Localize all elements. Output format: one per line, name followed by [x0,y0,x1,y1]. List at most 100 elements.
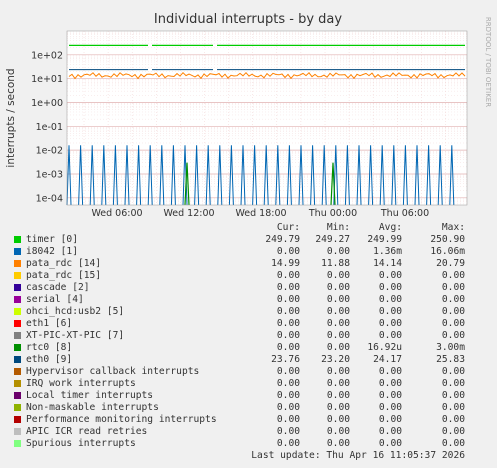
x-tick-labels: Wed 06:00 Wed 12:00 Wed 18:00 Thu 00:00 Thu … [91,208,429,219]
legend-value-min: 0.00 [326,282,350,293]
x-tick-label: Thu 00:00 [308,208,357,219]
x-tick-label: Wed 06:00 [91,208,142,219]
legend-value-avg: 0.00 [378,270,402,281]
series-spike-i8042 [205,145,211,206]
series-spike-i8042 [136,145,142,206]
legend-value-min: 249.27 [315,234,350,245]
series-spike-i8042 [170,145,176,206]
legend-swatch [14,332,21,339]
legend-value-cur: 0.00 [276,330,300,341]
legend-series-name: cascade [2] [26,282,90,293]
series-spike-i8042 [78,145,84,206]
series-line-pata-rdc-14 [68,71,466,80]
legend-row: i8042 [1] 0.00 0.00 1.36m 16.06m [14,246,494,258]
legend-value-avg: 0.00 [378,438,402,449]
legend-swatch [14,356,21,363]
legend-value-cur: 0.00 [276,294,300,305]
series-spike-i8042 [402,145,408,206]
legend-value-cur: 0.00 [276,390,300,401]
legend-value-max: 0.00 [441,390,465,401]
series-spike-rtc0 [184,162,190,206]
legend-row: Performance monitoring interrupts 0.00 0.0… [14,414,494,426]
legend-row: IRQ work interrupts 0.00 0.00 0.00 0.00 [14,378,494,390]
series-spike-i8042 [286,145,292,206]
x-tick-label: Thu 06:00 [380,208,429,219]
legend-value-avg: 0.00 [378,426,402,437]
legend-value-min: 0.00 [326,342,350,353]
legend-swatch [14,272,21,279]
col-header-min: Min: [326,222,350,233]
legend-rows: timer [0] 249.79 249.27 249.99 250.90 i8042 [… [14,234,494,450]
legend-value-cur: 0.00 [276,246,300,257]
legend-swatch [14,440,21,447]
side-label: RRDTOOL / TOBI OETIKER [484,17,492,107]
legend-series-name: Local timer interrupts [26,390,154,401]
series-spike-i8042 [194,145,200,206]
legend-value-avg: 1.36m [373,246,402,257]
legend-swatch [14,284,21,291]
last-update: Last update: Thu Apr 16 11:05:37 2026 [251,450,465,461]
series-spike-i8042 [437,145,443,206]
legend-series-name: timer [0] [26,234,78,245]
legend-value-max: 0.00 [441,318,465,329]
series-spike-i8042 [298,145,304,206]
series-spike-i8042 [217,145,223,206]
legend-value-cur: 0.00 [276,378,300,389]
legend-row: Spurious interrupts 0.00 0.00 0.00 0.00 [14,438,494,450]
legend-swatch [14,392,21,399]
series-spike-i8042 [263,145,269,206]
legend-value-cur: 0.00 [276,270,300,281]
series-spike-i8042 [356,145,362,206]
series-spike-i8042 [228,145,234,206]
legend-value-avg: 0.00 [378,378,402,389]
legend-row: ohci_hcd:usb2 [5] 0.00 0.00 0.00 0.00 [14,306,494,318]
series-spike-i8042 [147,145,153,206]
series-spike-i8042 [321,145,327,206]
legend-swatch [14,428,21,435]
legend-value-min: 0.00 [326,330,350,341]
legend-row: serial [4] 0.00 0.00 0.00 0.00 [14,294,494,306]
legend-series-name: IRQ work interrupts [26,378,136,389]
legend-value-min: 0.00 [326,318,350,329]
legend-row: timer [0] 249.79 249.27 249.99 250.90 [14,234,494,246]
series-spike-i8042 [112,145,118,206]
plot-frame [66,30,468,206]
y-tick-labels: 1e+02 1e+01 1e+00 1e-01 1e-02 1e-03 1e-04 [31,50,63,204]
legend-value-max: 0.00 [441,294,465,305]
legend-series-name: eth0 [9] [26,354,73,365]
legend-value-cur: 0.00 [276,282,300,293]
legend-swatch [14,248,21,255]
legend-row: Local timer interrupts 0.00 0.00 0.00 0.00 [14,390,494,402]
legend-swatch [14,236,21,243]
series-spike-rtc0 [330,162,336,206]
series-spike-i8042 [252,145,258,206]
legend-value-avg: 0.00 [378,294,402,305]
legend-value-max: 0.00 [441,414,465,425]
legend-value-max: 0.00 [441,306,465,317]
legend-value-min: 0.00 [326,306,350,317]
legend-value-max: 3.00m [436,342,465,353]
plot-series [66,44,466,206]
legend-value-cur: 0.00 [276,342,300,353]
col-header-avg: Avg: [378,222,402,233]
legend-series-name: XT-PIC-XT-PIC [7] [26,330,125,341]
legend-row: cascade [2] 0.00 0.00 0.00 0.00 [14,282,494,294]
series-spike-i8042 [240,145,246,206]
legend-swatch [14,368,21,375]
series-spike-i8042 [124,145,130,206]
legend-value-avg: 0.00 [378,282,402,293]
legend-value-cur: 0.00 [276,366,300,377]
legend-value-max: 0.00 [441,438,465,449]
series-spike-i8042 [66,145,72,206]
legend-row: XT-PIC-XT-PIC [7] 0.00 0.00 0.00 0.00 [14,330,494,342]
legend-value-max: 0.00 [441,282,465,293]
grid [67,31,467,206]
legend-series-name: rtc0 [8] [26,342,73,353]
legend-value-min: 0.00 [326,246,350,257]
legend-value-min: 0.00 [326,390,350,401]
legend-series-name: Hypervisor callback interrupts [26,366,200,377]
legend-value-max: 20.79 [436,258,465,269]
y-tick-label: 1e-04 [36,193,63,204]
legend-value-cur: 0.00 [276,438,300,449]
legend-value-avg: 14.14 [373,258,402,269]
